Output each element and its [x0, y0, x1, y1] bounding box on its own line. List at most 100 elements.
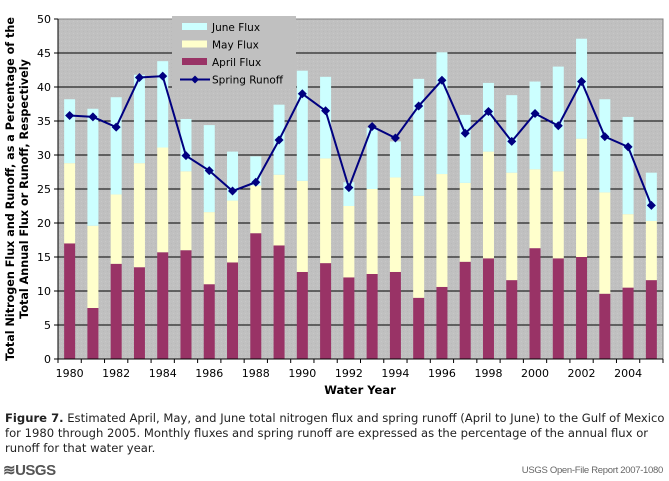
- runoff-marker-1994: [390, 133, 400, 143]
- y-tick-label: 40: [37, 81, 51, 94]
- x-tick-label: 1988: [242, 367, 270, 380]
- bar-april-flux-1995: [413, 297, 425, 359]
- x-tick-label: 2002: [568, 367, 596, 380]
- bar-june-flux-2001: [552, 66, 564, 172]
- bar-may-flux-1991: [320, 158, 332, 264]
- x-tick-label: 2000: [521, 367, 549, 380]
- legend-swatch-may-flux: [182, 40, 207, 48]
- runoff-marker-2004: [623, 142, 633, 152]
- bar-june-flux-1999: [506, 95, 518, 173]
- bar-may-flux-1985: [180, 171, 192, 251]
- bar-may-flux-1996: [436, 174, 448, 287]
- y-axis-title-line2: Total Annual Flux or Runoff, Respectivel…: [18, 58, 31, 318]
- bar-may-flux-2000: [529, 169, 541, 249]
- bar-april-flux-1999: [506, 280, 518, 359]
- bar-may-flux-2001: [552, 171, 564, 259]
- y-tick-label: 20: [37, 217, 51, 230]
- chart: 0 5 10 15 20 25 30 35 40 45 50 1980 1982 1984 1986 1988…: [4, 13, 664, 397]
- runoff-marker-1996: [437, 75, 447, 85]
- caption-label: Figure 7.: [5, 411, 64, 425]
- legend-label: May Flux: [212, 40, 259, 52]
- bar-april-flux-1992: [343, 277, 355, 359]
- runoff-marker-2002: [577, 77, 587, 87]
- runoff-marker-1986: [204, 166, 214, 176]
- legend-swatch-marker: [191, 75, 199, 84]
- bar-april-flux-1982: [110, 263, 122, 359]
- runoff-marker-1999: [507, 136, 517, 146]
- y-tick-label: 30: [37, 149, 51, 162]
- bar-may-flux-1995: [413, 195, 425, 298]
- bar-june-flux-1982: [110, 97, 122, 195]
- runoff-marker-1987: [228, 186, 238, 196]
- bar-may-flux-1990: [296, 180, 308, 272]
- runoff-marker-1992: [344, 183, 354, 193]
- bar-april-flux-1988: [250, 233, 262, 359]
- runoff-marker-1981: [88, 112, 98, 122]
- spring-runoff-polyline: [69, 75, 653, 206]
- bar-may-flux-2003: [599, 192, 611, 294]
- bar-april-flux-2000: [529, 248, 541, 359]
- bar-june-flux-1988: [250, 156, 262, 186]
- bar-april-flux-1990: [296, 271, 308, 359]
- bar-june-flux-2003: [599, 99, 611, 193]
- bar-april-flux-2003: [599, 293, 611, 359]
- bar-april-flux-2004: [622, 287, 634, 359]
- bar-june-flux-1996: [436, 52, 448, 175]
- x-tick-label: 1982: [102, 367, 130, 380]
- bar-may-flux-2005: [645, 220, 657, 281]
- bar-june-flux-1981: [87, 108, 99, 226]
- bar-april-flux-1998: [482, 258, 494, 359]
- bar-april-flux-1985: [180, 250, 192, 359]
- y-tick-label: 50: [37, 13, 51, 26]
- y-tick-label: 15: [37, 251, 51, 264]
- runoff-marker-1985: [181, 151, 191, 161]
- y-axis-title-line1: Total Nitrogen Flux and Runoff, as a Per…: [4, 17, 17, 361]
- runoff-marker-2001: [553, 121, 563, 131]
- legend-swatch-april-flux: [182, 58, 207, 65]
- bar-june-flux-1994: [389, 141, 401, 178]
- bar-may-flux-1993: [366, 189, 378, 274]
- bar-april-flux-1994: [389, 271, 401, 359]
- bar-april-flux-1981: [87, 308, 99, 359]
- bar-may-flux-1994: [389, 177, 401, 272]
- y-tick-label: 45: [37, 47, 51, 60]
- bar-june-flux-2000: [529, 81, 541, 170]
- bar-may-flux-2002: [576, 138, 588, 257]
- x-tick-label: 1984: [149, 367, 177, 380]
- runoff-marker-2000: [530, 109, 540, 119]
- bar-may-flux-1980: [64, 163, 76, 244]
- runoff-marker-1984: [158, 71, 168, 81]
- bar-april-flux-1980: [64, 243, 76, 359]
- x-tick-label: 1980: [56, 367, 84, 380]
- runoff-marker-1991: [321, 106, 331, 116]
- runoff-marker-1983: [134, 72, 144, 82]
- runoff-marker-1982: [111, 122, 121, 132]
- legend-label: April Flux: [212, 57, 261, 69]
- bar-june-flux-1983: [133, 74, 145, 164]
- bar-april-flux-1997: [459, 261, 471, 359]
- bar-june-flux-1995: [413, 78, 425, 196]
- y-tick-label: 25: [37, 183, 51, 196]
- bar-april-flux-2005: [645, 280, 657, 359]
- bar-april-flux-1993: [366, 274, 378, 359]
- bar-may-flux-1992: [343, 206, 355, 278]
- report-citation: USGS Open-File Report 2007-1080: [521, 465, 664, 476]
- runoff-marker-1997: [460, 128, 470, 138]
- legend: June Flux May Flux April Flux Spring Runoff: [172, 16, 296, 89]
- usgs-logo: ≋USGS: [3, 462, 56, 479]
- bar-april-flux-1989: [273, 245, 285, 359]
- x-tick-label: 1986: [195, 367, 223, 380]
- bar-april-flux-1987: [227, 262, 239, 359]
- bar-april-flux-2002: [576, 257, 588, 359]
- runoff-marker-1998: [483, 106, 493, 116]
- bar-may-flux-1989: [273, 174, 285, 246]
- x-tick-label: 1996: [428, 367, 456, 380]
- bar-june-flux-1987: [227, 151, 239, 201]
- bar-may-flux-1984: [157, 147, 169, 253]
- caption-text: Estimated April, May, and June total nit…: [5, 411, 665, 455]
- legend-swatch-june-flux: [182, 23, 207, 30]
- runoff-marker-1988: [251, 177, 261, 187]
- bar-april-flux-1986: [203, 284, 215, 359]
- x-tick-label: 1998: [474, 367, 502, 380]
- bar-may-flux-1997: [459, 182, 471, 262]
